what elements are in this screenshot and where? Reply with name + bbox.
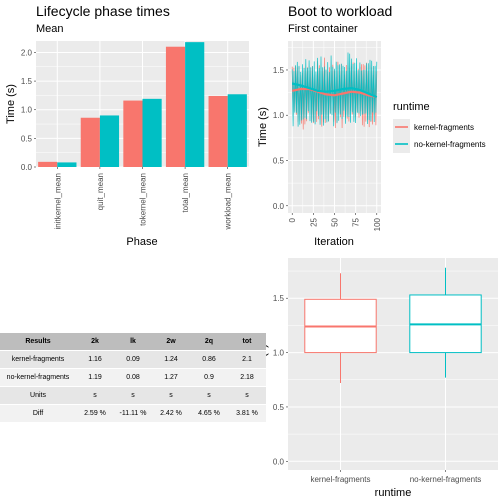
x-tick-label: kernel-fragments — [310, 475, 370, 484]
x-tick-label: 0 — [288, 217, 297, 222]
table-header-cell: tot — [228, 333, 266, 351]
box-chart-axes: 0.0 0.5 1.0 1.5 kernel-fragments no-kernel-fr… — [273, 294, 481, 484]
y-tick-label: 1.0 — [273, 111, 285, 120]
bar-chart-y-label: Time (s) — [5, 84, 17, 124]
table-cell: 0.86 — [190, 350, 228, 369]
table-cell: s — [152, 386, 190, 405]
y-tick-label: 0.0 — [273, 202, 285, 211]
table-cell: 1.24 — [152, 350, 190, 369]
legend-label-no-kernel-fragments: no-kernel-fragments — [414, 140, 486, 149]
results-table: Results 2k lk 2w 2q tot kernel-fragments… — [0, 333, 266, 423]
table-cell: 2.42 % — [152, 404, 190, 423]
table-cell: 0.08 — [114, 368, 152, 387]
table-cell: 3.81 % — [228, 404, 266, 423]
line-chart-subtitle: First container — [288, 23, 358, 35]
table-cell: 1.16 — [76, 350, 114, 369]
table-header-cell: 2w — [152, 333, 190, 351]
box-chart-boxes — [304, 267, 482, 384]
series-line — [291, 52, 378, 127]
x-tick-label: 75 — [352, 217, 361, 226]
bar — [227, 94, 247, 167]
bar-chart-bars — [38, 42, 247, 167]
table-cell: -11.11 % — [114, 404, 152, 423]
line-chart-y-label: Time (s) — [257, 107, 269, 147]
table-row: no-kernel-fragments 1.19 0.08 1.27 0.9 2… — [0, 368, 266, 387]
bar — [123, 100, 143, 167]
x-tick-label: workload_mean — [224, 173, 233, 230]
line-chart-axes: 0.0 0.5 1.0 1.5 0 25 50 75 100 — [273, 66, 382, 231]
table-cell: no-kernel-fragments — [0, 368, 76, 387]
table-cell: s — [76, 386, 114, 405]
results-table-header-row: Results 2k lk 2w 2q tot — [0, 333, 266, 351]
x-tick-label: no-kernel-fragments — [410, 475, 482, 484]
table-cell: 2.18 — [228, 368, 266, 387]
table-cell: 1.27 — [152, 368, 190, 387]
legend: runtime kernel-fragments no-kernel-fragm… — [393, 101, 486, 153]
table-cell: 2.59 % — [76, 404, 114, 423]
bar-chart-x-label: Phase — [126, 236, 157, 248]
y-tick-label: 1.5 — [273, 66, 285, 75]
table-header-cell: 2q — [190, 333, 228, 351]
y-tick-label: 1.0 — [21, 106, 33, 115]
table-cell: 0.09 — [114, 350, 152, 369]
x-tick-label: total_mean — [181, 173, 190, 213]
box-chart-panel — [288, 258, 498, 470]
legend-label-kernel-fragments: kernel-fragments — [414, 123, 474, 132]
box-chart-x-label: runtime — [375, 487, 412, 499]
table-header-cell: Results — [0, 333, 76, 351]
y-tick-label: 0.5 — [273, 403, 285, 412]
bar — [185, 42, 205, 167]
table-cell: 2.1 — [228, 350, 266, 369]
table-cell: 4.65 % — [190, 404, 228, 423]
x-tick-label: 50 — [331, 217, 340, 226]
legend-title: runtime — [393, 101, 430, 113]
line-chart-lines — [291, 52, 378, 130]
x-tick-label: quit_mean — [96, 173, 105, 210]
y-tick-label: 0.5 — [273, 156, 285, 165]
table-row: Units s s s s s — [0, 386, 266, 405]
y-tick-label: 0.0 — [273, 457, 285, 466]
line-chart-x-label: Iteration — [314, 236, 354, 248]
bar — [57, 162, 77, 167]
y-tick-label: 1.0 — [273, 349, 285, 358]
line-chart-title: Boot to workload — [288, 3, 392, 19]
table-cell: s — [114, 386, 152, 405]
table-cell: s — [190, 386, 228, 405]
y-tick-label: 1.5 — [273, 294, 285, 303]
bar — [165, 46, 186, 167]
trend-line — [291, 82, 378, 99]
table-header-cell: 2k — [76, 333, 114, 351]
table-cell: Diff — [0, 404, 76, 423]
bar-chart-subtitle: Mean — [36, 23, 64, 35]
bar — [99, 115, 120, 167]
bar-chart-axes: 0.0 0.5 1.0 1.5 2.0 initkernel_mean quit_mean t… — [21, 48, 233, 230]
table-row: Diff 2.59 % -11.11 % 2.42 % 4.65 % 3.81 … — [0, 404, 266, 423]
y-tick-label: 0.5 — [21, 134, 33, 143]
table-header-cell: lk — [114, 333, 152, 351]
table-cell: Units — [0, 386, 76, 405]
y-tick-label: 1.5 — [21, 77, 33, 86]
y-tick-label: 0.0 — [21, 163, 33, 172]
table-cell: kernel-fragments — [0, 350, 76, 369]
bar — [80, 117, 100, 167]
x-tick-label: 100 — [373, 217, 382, 231]
y-tick-label: 2.0 — [21, 48, 33, 57]
bar — [38, 161, 58, 167]
bar — [208, 95, 228, 167]
bar — [142, 98, 162, 167]
trend-line — [291, 87, 378, 99]
bar-chart-title: Lifecycle phase times — [36, 3, 170, 19]
x-tick-label: tokernel_mean — [139, 173, 148, 226]
x-tick-label: initkernel_mean — [53, 173, 62, 229]
table-cell: s — [228, 386, 266, 405]
x-tick-label: 25 — [309, 217, 318, 226]
table-cell: 1.19 — [76, 368, 114, 387]
table-cell: 0.9 — [190, 368, 228, 387]
table-row: kernel-fragments 1.16 0.09 1.24 0.86 2.1 — [0, 350, 266, 369]
